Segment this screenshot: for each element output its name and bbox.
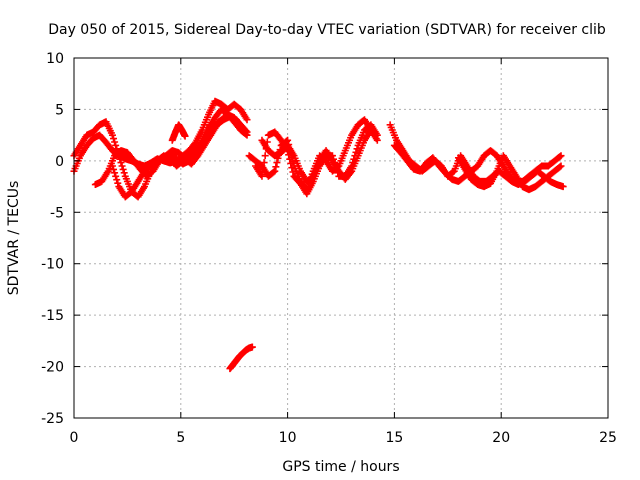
plot-frame [73,57,609,419]
x-tick-label: 25 [599,430,617,446]
data-point [111,169,119,177]
y-tick-label: 5 [55,102,64,118]
data-point [117,159,125,167]
data-point [270,168,278,176]
data-point [271,167,279,175]
y-tick-label: -5 [50,205,64,221]
data-point [114,179,122,187]
data-point [248,343,256,351]
data-point [258,172,266,180]
data-point [288,164,296,172]
y-axis-label: SDTVAR / TECUs [6,181,22,296]
x-tick-label: 5 [176,430,185,446]
data-point [367,126,375,134]
data-point [272,163,280,171]
data-point [287,159,295,167]
y-tick-label: -20 [41,360,64,376]
data-point [119,165,127,173]
data-point [556,163,564,171]
data-point [243,116,251,124]
data-point [120,169,128,177]
data-point [110,135,118,143]
x-tick-label: 0 [70,430,79,446]
data-point [347,169,355,177]
x-tick-label: 10 [279,430,297,446]
series-track-5 [168,121,189,144]
data-point [242,127,250,135]
chart-title: Day 050 of 2015, Sidereal Day-to-day VTE… [48,22,606,38]
data-point [243,128,251,136]
data-point [557,162,565,170]
grid-lines [74,58,608,418]
series-track-8 [252,121,381,198]
data-point [557,152,565,160]
data-point [559,183,567,191]
series-track-9 [258,126,375,185]
data-point [259,165,267,173]
data-point [286,155,294,163]
data-marks [70,97,567,373]
data-point [108,131,116,139]
data-point [289,168,297,176]
series-track-12 [454,152,565,194]
data-point [273,159,281,167]
data-point [181,132,189,140]
x-axis-label: GPS time / hours [282,459,399,475]
data-point [112,141,120,149]
y-tick-label: -15 [41,308,64,324]
data-point [110,165,118,173]
series-track-4 [108,111,251,201]
data-point [111,138,119,146]
x-tick-label: 20 [492,430,510,446]
series-track-6 [226,343,256,373]
data-point [116,155,124,163]
data-point [556,153,564,161]
y-tick-label: 0 [55,154,64,170]
y-tick-label: 10 [46,51,64,67]
data-point [373,131,381,139]
y-tick-label: -25 [41,411,64,427]
data-point [260,159,268,167]
data-point [261,152,269,160]
data-point [108,162,116,170]
y-tick-label: -10 [41,257,64,273]
data-point [118,162,126,170]
data-point [113,176,121,184]
axis-ticks: 0 5 10 15 20 25 -25 -20 -15 -10 -5 0 5 10 [41,51,617,446]
x-tick-label: 15 [385,430,403,446]
data-point [112,172,120,180]
